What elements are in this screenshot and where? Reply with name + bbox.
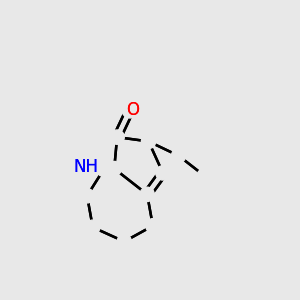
Circle shape xyxy=(122,102,138,118)
Circle shape xyxy=(197,169,212,183)
Text: NH: NH xyxy=(73,158,98,176)
Text: O: O xyxy=(126,101,139,119)
Circle shape xyxy=(117,234,131,249)
Text: O: O xyxy=(126,101,139,119)
Circle shape xyxy=(156,166,170,180)
Circle shape xyxy=(96,160,112,177)
Circle shape xyxy=(85,220,100,234)
Circle shape xyxy=(107,161,122,176)
Circle shape xyxy=(80,189,94,203)
Text: NH: NH xyxy=(73,158,98,176)
Circle shape xyxy=(140,187,154,202)
Circle shape xyxy=(110,130,124,144)
Circle shape xyxy=(141,134,156,148)
Circle shape xyxy=(172,148,186,163)
Circle shape xyxy=(146,219,160,233)
